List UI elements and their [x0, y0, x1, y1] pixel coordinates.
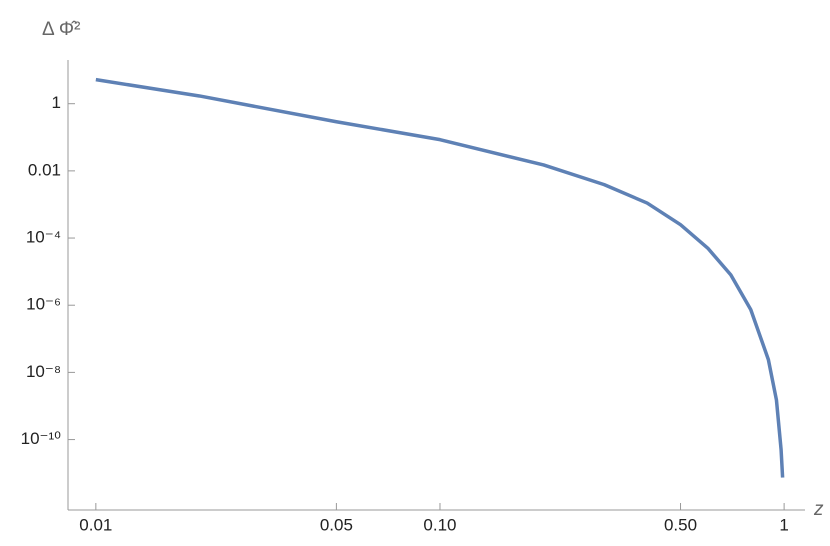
x-axis-label: z	[813, 499, 824, 520]
x-tick-label: 0.05	[320, 515, 353, 534]
x-tick-label: 0.50	[664, 515, 697, 534]
data-line	[95, 77, 785, 478]
y-tick-label: 1	[52, 93, 61, 112]
y-tick-label: 10⁻⁶	[26, 295, 61, 314]
x-tick-label: 0.01	[79, 515, 112, 534]
y-tick-label: 10⁻¹⁰	[21, 429, 62, 448]
y-tick-label: 10⁻⁴	[26, 228, 61, 247]
y-tick-label: 10⁻⁸	[26, 362, 61, 381]
x-tick-label: 0.10	[423, 515, 456, 534]
y-tick-label: 0.01	[28, 160, 61, 179]
x-tick-label: 1	[779, 515, 788, 534]
y-axis-label: Δ Φ̂²	[42, 19, 80, 40]
